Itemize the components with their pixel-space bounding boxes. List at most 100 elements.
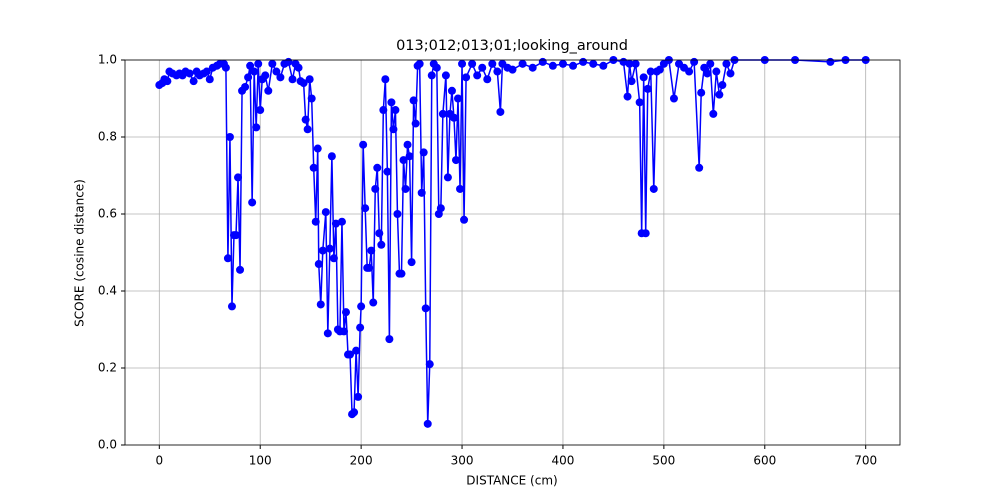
x-tick-label: 300 bbox=[451, 454, 474, 468]
data-point bbox=[478, 63, 487, 72]
data-point bbox=[488, 59, 497, 68]
x-tick-label: 400 bbox=[552, 454, 575, 468]
data-point bbox=[163, 77, 172, 86]
data-point bbox=[722, 59, 731, 68]
data-point bbox=[254, 59, 263, 68]
data-point bbox=[438, 109, 447, 118]
data-point bbox=[241, 82, 250, 91]
y-tick-label: 0.4 bbox=[98, 284, 117, 298]
data-point bbox=[311, 217, 320, 226]
data-point bbox=[646, 67, 655, 76]
data-point bbox=[623, 92, 632, 101]
data-point bbox=[352, 346, 361, 355]
data-point bbox=[314, 260, 323, 269]
data-point bbox=[639, 73, 648, 82]
data-point bbox=[558, 59, 567, 68]
data-point bbox=[318, 246, 327, 255]
data-point bbox=[389, 125, 398, 134]
data-point bbox=[635, 98, 644, 107]
data-point bbox=[250, 67, 259, 76]
data-point bbox=[367, 246, 376, 255]
y-tick-label: 0.8 bbox=[98, 130, 117, 144]
data-point bbox=[456, 184, 465, 193]
data-point bbox=[695, 163, 704, 172]
data-point bbox=[248, 198, 257, 207]
data-point bbox=[244, 73, 253, 82]
data-point bbox=[321, 208, 330, 217]
data-point bbox=[685, 67, 694, 76]
data-point bbox=[339, 327, 348, 336]
data-point bbox=[185, 69, 194, 78]
data-point bbox=[225, 133, 234, 141]
data-point bbox=[261, 71, 270, 80]
y-tick-label: 0.6 bbox=[98, 207, 117, 221]
data-point bbox=[625, 59, 634, 68]
y-tick-label: 0.2 bbox=[98, 361, 117, 375]
data-point bbox=[432, 63, 441, 72]
data-point bbox=[421, 304, 430, 313]
data-point bbox=[436, 204, 445, 213]
data-point bbox=[373, 163, 382, 172]
x-tick-label: 200 bbox=[350, 454, 373, 468]
data-point bbox=[703, 69, 712, 78]
data-point bbox=[303, 125, 312, 134]
data-point bbox=[305, 75, 314, 84]
data-point bbox=[496, 107, 505, 116]
data-point bbox=[690, 57, 699, 66]
data-point bbox=[325, 244, 334, 253]
x-axis-label: DISTANCE (cm) bbox=[466, 474, 557, 488]
data-point bbox=[316, 300, 325, 309]
data-point bbox=[375, 229, 384, 238]
chart-title: 013;012;013;01;looking_around bbox=[396, 38, 628, 54]
data-point bbox=[473, 71, 482, 80]
data-point bbox=[419, 148, 428, 157]
data-point bbox=[458, 59, 467, 68]
data-point bbox=[468, 59, 477, 68]
y-axis-label: SCORE (cosine distance) bbox=[73, 179, 87, 327]
data-point bbox=[387, 98, 396, 107]
data-point bbox=[627, 77, 636, 86]
data-point bbox=[669, 94, 678, 103]
data-point bbox=[341, 308, 350, 317]
data-point bbox=[391, 106, 400, 115]
data-point bbox=[379, 106, 388, 115]
data-point bbox=[223, 254, 232, 263]
data-point bbox=[569, 61, 578, 70]
data-point bbox=[415, 59, 424, 68]
data-point bbox=[329, 254, 338, 263]
data-point bbox=[589, 59, 598, 68]
data-point bbox=[643, 84, 652, 93]
data-point bbox=[357, 302, 366, 311]
data-point bbox=[427, 71, 436, 80]
data-point bbox=[655, 65, 664, 74]
data-point bbox=[371, 184, 380, 193]
data-point bbox=[313, 144, 322, 153]
data-point bbox=[715, 90, 724, 99]
data-point bbox=[234, 173, 243, 182]
data-point bbox=[548, 61, 557, 70]
x-tick-label: 500 bbox=[652, 454, 675, 468]
data-point bbox=[246, 61, 255, 70]
data-point bbox=[337, 217, 346, 226]
data-point bbox=[256, 106, 265, 115]
x-tick-label: 100 bbox=[249, 454, 272, 468]
data-point bbox=[264, 86, 273, 95]
x-tick-label: 0 bbox=[155, 454, 163, 468]
data-point bbox=[284, 57, 293, 66]
data-point bbox=[460, 215, 469, 224]
data-point bbox=[423, 419, 432, 428]
data-point bbox=[403, 140, 412, 149]
data-point bbox=[365, 263, 374, 272]
data-point bbox=[409, 96, 418, 105]
data-point bbox=[417, 188, 426, 197]
data-point bbox=[294, 63, 303, 72]
data-point bbox=[508, 65, 517, 74]
data-point bbox=[528, 63, 537, 72]
data-point bbox=[447, 86, 456, 95]
data-point bbox=[443, 173, 452, 182]
data-point bbox=[327, 152, 336, 161]
data-point bbox=[356, 323, 365, 332]
data-point bbox=[383, 167, 392, 176]
data-point bbox=[346, 350, 355, 359]
